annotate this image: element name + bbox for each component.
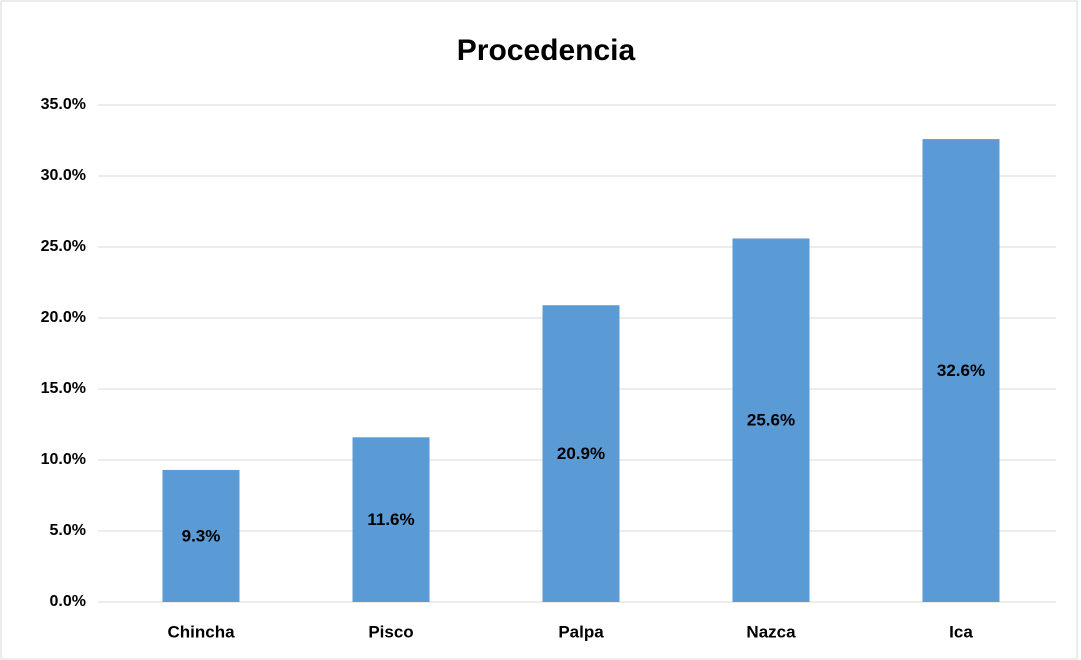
y-tick-label: 0.0% bbox=[50, 593, 86, 610]
data-label: 11.6% bbox=[367, 510, 414, 529]
y-tick-label: 10.0% bbox=[41, 451, 86, 468]
y-tick-label: 15.0% bbox=[41, 380, 86, 397]
y-tick-label: 5.0% bbox=[50, 522, 86, 539]
x-tick-label: Ica bbox=[949, 622, 973, 641]
y-tick-label: 35.0% bbox=[41, 96, 86, 113]
bar bbox=[542, 305, 620, 602]
y-tick-label: 30.0% bbox=[41, 167, 86, 184]
bar bbox=[162, 469, 240, 602]
bar bbox=[352, 437, 430, 602]
x-tick-label: Chincha bbox=[167, 622, 235, 641]
y-tick-label: 20.0% bbox=[41, 309, 86, 326]
x-tick-label: Pisco bbox=[368, 622, 413, 641]
data-label: 9.3% bbox=[182, 526, 221, 545]
bar bbox=[922, 139, 1000, 602]
data-label: 25.6% bbox=[747, 411, 795, 430]
data-label: 32.6% bbox=[937, 361, 985, 380]
y-tick-label: 25.0% bbox=[41, 238, 86, 255]
x-tick-label: Palpa bbox=[558, 622, 604, 641]
x-tick-label: Nazca bbox=[746, 622, 796, 641]
bar bbox=[732, 238, 810, 603]
data-label: 20.9% bbox=[557, 444, 605, 463]
chart-title: Procedencia bbox=[457, 34, 636, 67]
